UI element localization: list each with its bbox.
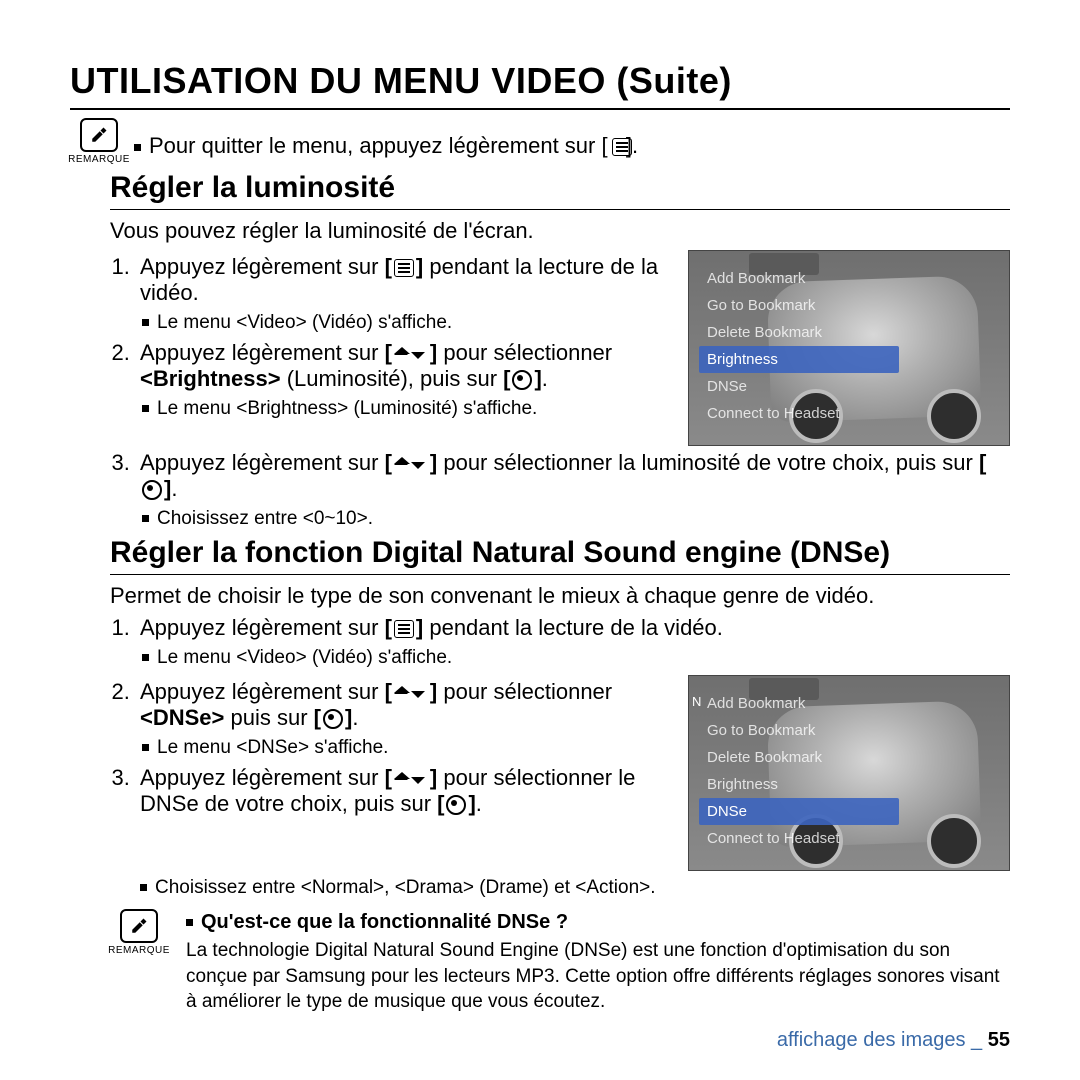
steps-list: Appuyez légèrement sur [] pendant la lec… [110, 254, 670, 420]
device-menu-item: Go to Bookmark [699, 717, 899, 744]
remark-badge: REMARQUE [110, 909, 168, 956]
updown-icon [394, 457, 428, 471]
pencil-icon [80, 118, 118, 152]
step-2: Appuyez légèrement sur [] pour sélection… [136, 679, 670, 759]
device-menu-item: DNSe [699, 798, 899, 825]
updown-icon [394, 772, 428, 786]
step-1: Appuyez légèrement sur [] pendant la lec… [136, 615, 1010, 669]
updown-icon [394, 347, 428, 361]
device-menu-item: Go to Bookmark [699, 292, 899, 319]
section-intro: Vous pouvez régler la luminosité de l'éc… [110, 218, 1010, 244]
remark-body: Qu'est-ce que la fonctionnalité DNSe ? L… [186, 909, 1010, 1015]
bullet-icon [134, 144, 141, 151]
section-heading: Régler la luminosité [110, 171, 1010, 210]
device-screenshot: Add BookmarkGo to BookmarkDelete Bookmar… [688, 250, 1010, 446]
select-icon [446, 795, 466, 815]
device-menu: Add BookmarkGo to BookmarkDelete Bookmar… [699, 265, 899, 427]
step-3: Appuyez légèrement sur [] pour sélection… [136, 450, 1010, 530]
select-icon [512, 370, 532, 390]
device-menu-item: Brightness [699, 346, 899, 373]
steps-list-cont: Appuyez légèrement sur [] pour sélection… [110, 450, 1010, 530]
page-title: UTILISATION DU MENU VIDEO (Suite) [70, 60, 1010, 110]
section-intro: Permet de choisir le type de son convena… [110, 583, 1010, 609]
device-menu-item: Connect to Headset [699, 400, 899, 427]
remark-label: REMARQUE [108, 945, 170, 956]
remark-label: REMARQUE [68, 154, 130, 165]
section-heading: Régler la fonction Digital Natural Sound… [110, 536, 1010, 575]
device-menu: Add BookmarkGo to BookmarkDelete Bookmar… [699, 690, 899, 852]
select-icon [142, 480, 162, 500]
step-sub: Choisissez entre <Normal>, <Drama> (Dram… [140, 877, 1010, 899]
device-menu-item: Add Bookmark [699, 690, 899, 717]
menu-icon [394, 259, 414, 277]
pencil-icon [120, 909, 158, 943]
updown-icon [394, 686, 428, 700]
device-menu-item: Brightness [699, 771, 899, 798]
menu-icon [610, 133, 634, 158]
remark-badge: REMARQUE [70, 118, 128, 165]
step-3: Appuyez légèrement sur [] pour sélection… [136, 765, 670, 817]
device-menu-item: Delete Bookmark [699, 319, 899, 346]
steps-list: Appuyez légèrement sur [] pendant la lec… [110, 615, 1010, 669]
device-menu-item: Delete Bookmark [699, 744, 899, 771]
device-menu-item: Add Bookmark [699, 265, 899, 292]
page-footer: affichage des images _ 55 [777, 1029, 1010, 1052]
step-1: Appuyez légèrement sur [] pendant la lec… [136, 254, 670, 334]
menu-icon [394, 620, 414, 638]
device-menu-item: DNSe [699, 373, 899, 400]
remark-text: Pour quitter le menu, appuyez légèrement… [134, 133, 668, 159]
select-icon [323, 709, 343, 729]
device-screenshot: N Add BookmarkGo to BookmarkDelete Bookm… [688, 675, 1010, 871]
step-2: Appuyez légèrement sur [] pour sélection… [136, 340, 670, 420]
steps-list-cont: Appuyez légèrement sur [] pour sélection… [110, 679, 670, 817]
remark-line: Pour quitter le menu, appuyez légèrement… [149, 133, 638, 158]
device-menu-item: Connect to Headset [699, 825, 899, 852]
